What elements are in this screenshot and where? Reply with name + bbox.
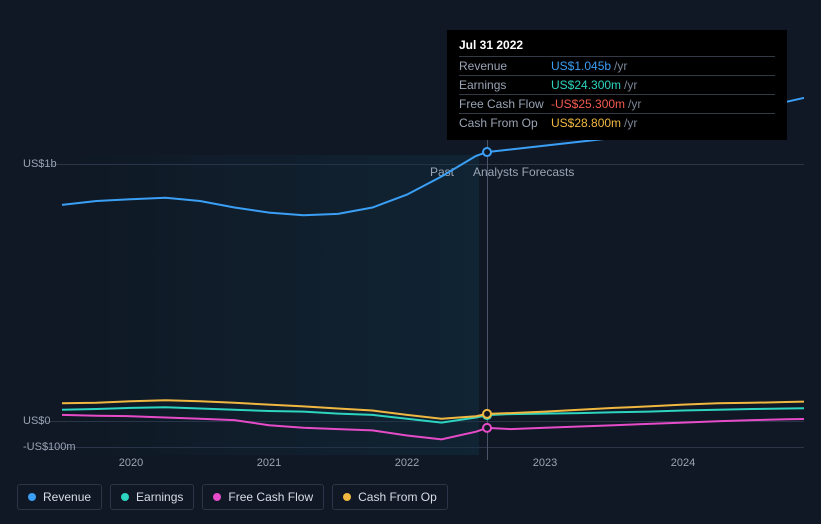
legend-label: Earnings (136, 490, 183, 504)
series-marker-cfo (483, 410, 491, 418)
legend-dot-icon (213, 493, 221, 501)
tooltip-row-suffix: /yr (624, 78, 637, 92)
legend-dot-icon (121, 493, 129, 501)
legend-dot-icon (343, 493, 351, 501)
tooltip-row-label: Cash From Op (459, 116, 551, 130)
legend-item-fcf[interactable]: Free Cash Flow (202, 484, 324, 510)
series-marker-fcf (483, 424, 491, 432)
chart-legend: Revenue Earnings Free Cash Flow Cash From O… (17, 484, 448, 510)
legend-item-revenue[interactable]: Revenue (17, 484, 102, 510)
tooltip-row-label: Free Cash Flow (459, 97, 551, 111)
legend-label: Cash From Op (358, 490, 437, 504)
tooltip-row-suffix: /yr (614, 59, 627, 73)
series-line-earnings (62, 407, 804, 422)
legend-label: Revenue (43, 490, 91, 504)
chart-tooltip: Jul 31 2022 RevenueUS$1.045b/yrEarningsU… (447, 30, 787, 140)
tooltip-row-value: US$1.045b (551, 59, 611, 73)
y-axis-label: -US$100m (23, 441, 76, 453)
series-marker-revenue (483, 148, 491, 156)
legend-label: Free Cash Flow (228, 490, 313, 504)
x-axis-label: 2020 (119, 457, 143, 469)
tooltip-row-revenue: RevenueUS$1.045b/yr (459, 56, 775, 75)
tooltip-row-label: Earnings (459, 78, 551, 92)
legend-item-earnings[interactable]: Earnings (110, 484, 194, 510)
tooltip-date: Jul 31 2022 (459, 38, 775, 56)
financial-forecast-chart: Past Analysts Forecasts US$1bUS$0-US$100… (17, 15, 804, 509)
x-axis-label: 2024 (671, 457, 695, 469)
tooltip-row-value: US$24.300m (551, 78, 621, 92)
tooltip-row-fcf: Free Cash Flow-US$25.300m/yr (459, 94, 775, 113)
y-axis-label: US$1b (23, 158, 57, 170)
legend-dot-icon (28, 493, 36, 501)
tooltip-row-suffix: /yr (624, 116, 637, 130)
tooltip-row-value: US$28.800m (551, 116, 621, 130)
x-axis-label: 2021 (257, 457, 281, 469)
tooltip-row-earnings: EarningsUS$24.300m/yr (459, 75, 775, 94)
tooltip-row-value: -US$25.300m (551, 97, 625, 111)
x-axis-label: 2022 (395, 457, 419, 469)
x-axis-label: 2023 (533, 457, 557, 469)
tooltip-row-suffix: /yr (628, 97, 641, 111)
legend-item-cfo[interactable]: Cash From Op (332, 484, 448, 510)
tooltip-row-cfo: Cash From OpUS$28.800m/yr (459, 113, 775, 132)
tooltip-row-label: Revenue (459, 59, 551, 73)
y-axis-label: US$0 (23, 415, 51, 427)
